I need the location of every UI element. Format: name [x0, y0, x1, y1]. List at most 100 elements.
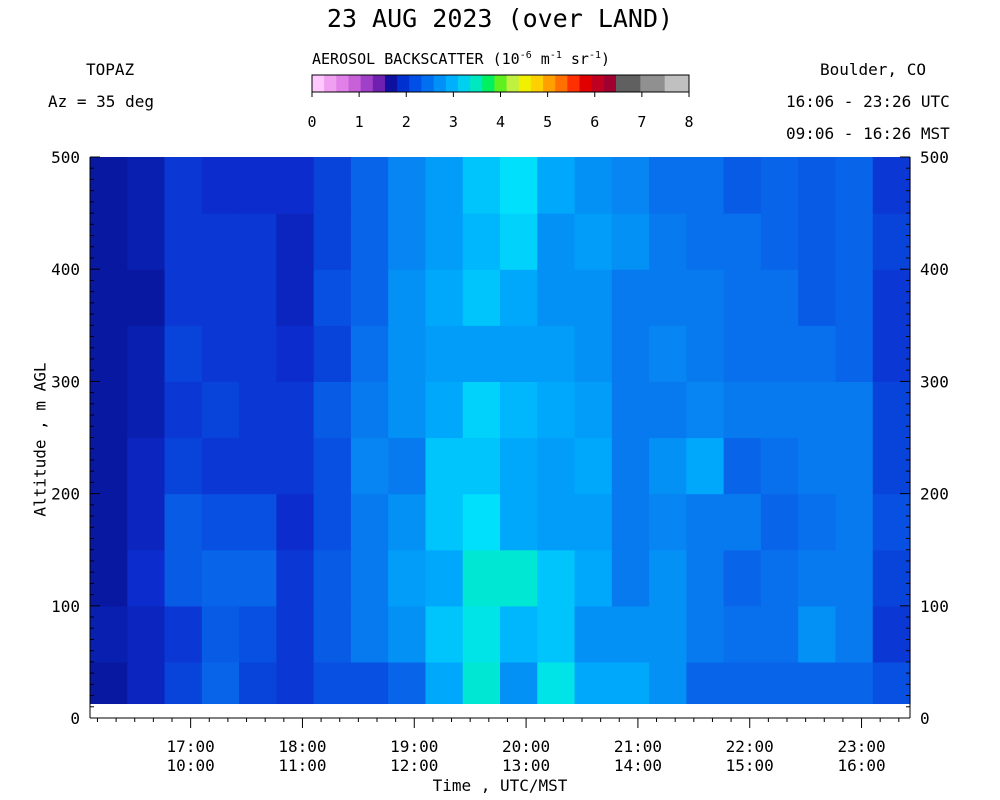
heatmap-cell [239, 605, 277, 663]
heatmap-cell [350, 661, 389, 705]
heatmap-cell [388, 549, 427, 607]
heatmap-cell [90, 325, 128, 382]
colorbar-swatch [652, 75, 666, 92]
heatmap-cell [90, 549, 128, 607]
y-tick-label-left: 0 [70, 709, 80, 728]
heatmap-cell [164, 325, 203, 382]
colorbar-swatch [543, 75, 556, 92]
colorbar-swatch [470, 75, 483, 92]
heatmap-cell [313, 381, 352, 439]
heatmap-cell [798, 605, 837, 663]
heatmap-cell [127, 325, 166, 382]
heatmap-cell [90, 269, 128, 326]
colorbar-swatch [664, 75, 678, 92]
heatmap-cell [164, 605, 203, 663]
colorbar-tick-label: 6 [590, 113, 599, 131]
heatmap-cell [127, 661, 166, 705]
colorbar: 0 1 2 3 4 5 6 7 8 [307, 74, 694, 131]
heatmap-cell [574, 493, 613, 551]
mst-time-range: 09:06 - 16:26 MST [786, 124, 950, 143]
heatmap-cell [276, 213, 315, 270]
heatmap-cell [425, 437, 464, 495]
heatmap-cell [276, 493, 315, 551]
heatmap-cell [649, 605, 687, 663]
heatmap-cell [574, 213, 613, 270]
x-tick-label-mst: 13:00 [502, 756, 550, 775]
heatmap-cell [686, 605, 725, 663]
heatmap-cell [500, 157, 538, 214]
heatmap-cell [350, 157, 389, 214]
heatmap-cell [201, 213, 240, 270]
heatmap-cell [164, 437, 203, 495]
x-axis-label: Time , UTC/MST [432, 776, 568, 795]
colorbar-swatch [555, 75, 568, 92]
heatmap-cell [723, 269, 762, 326]
heatmap-cell [500, 269, 538, 326]
heatmap-cell [537, 325, 576, 382]
heatmap-cell [760, 325, 799, 382]
heatmap-cell [425, 381, 464, 439]
colorbar-swatch [384, 75, 398, 92]
x-tick-label-utc: 23:00 [837, 737, 885, 756]
heatmap-cell [388, 213, 427, 270]
heatmap-cell [574, 325, 613, 382]
heatmap-cell [388, 493, 427, 551]
heatmap-cell [90, 213, 128, 270]
heatmap-cell [835, 269, 874, 326]
heatmap-cell [760, 437, 799, 495]
colorbar-swatch [445, 75, 459, 92]
heatmap-cell [649, 325, 687, 382]
heatmap-cell [239, 661, 277, 705]
heatmap-cell [835, 381, 874, 439]
azimuth-label: Az = 35 deg [48, 92, 154, 111]
heatmap-cell [90, 157, 128, 214]
heatmap-cell [500, 213, 538, 270]
heatmap-cell [239, 437, 277, 495]
heatmap-cell [127, 493, 166, 551]
heatmap-cell [872, 381, 911, 439]
heatmap-cell [90, 381, 128, 439]
heatmap-cell [574, 437, 613, 495]
heatmap-cell [350, 493, 389, 551]
heatmap-cell [760, 157, 799, 214]
x-tick-label-mst: 14:00 [614, 756, 662, 775]
heatmap-cell [388, 157, 427, 214]
y-tick-label-right: 500 [920, 148, 949, 167]
heatmap-cell [649, 549, 687, 607]
heatmap-cell [462, 493, 501, 551]
colorbar-swatch [676, 75, 690, 92]
heatmap-cell [276, 549, 315, 607]
heatmap-cell [350, 325, 389, 382]
heatmap-cell [90, 605, 128, 663]
heatmap-cell [164, 661, 203, 705]
x-tick-label-mst: 11:00 [278, 756, 326, 775]
heatmap-cell [425, 325, 464, 382]
heatmap-cell [760, 549, 799, 607]
heatmap-cell [462, 605, 501, 663]
heatmap-cell [835, 325, 874, 382]
colorbar-tick-label: 3 [449, 113, 458, 131]
heatmap-cell [462, 269, 501, 326]
y-tick-label-left: 200 [51, 485, 80, 504]
heatmap-cell [537, 269, 576, 326]
colorbar-tick-label: 7 [637, 113, 646, 131]
heatmap-cell [686, 381, 725, 439]
colorbar-tick-label: 0 [307, 113, 316, 131]
heatmap-cell [835, 157, 874, 214]
heatmap-cell [425, 549, 464, 607]
colorbar-swatch [324, 75, 337, 92]
y-tick-label-left: 500 [51, 148, 80, 167]
x-tick-label-utc: 20:00 [502, 737, 550, 756]
colorbar-tick-label: 4 [496, 113, 505, 131]
colorbar-title-suffix: ) [601, 50, 611, 68]
x-tick-label-utc: 22:00 [726, 737, 774, 756]
heatmap-cell [388, 269, 427, 326]
heatmap-cell [127, 381, 166, 439]
y-tick-label-left: 300 [51, 372, 80, 391]
heatmap-cell [313, 493, 352, 551]
heatmap-cell [798, 661, 837, 705]
colorbar-swatch [348, 75, 362, 92]
heatmap-cell [425, 157, 464, 214]
heatmap-cell [313, 549, 352, 607]
